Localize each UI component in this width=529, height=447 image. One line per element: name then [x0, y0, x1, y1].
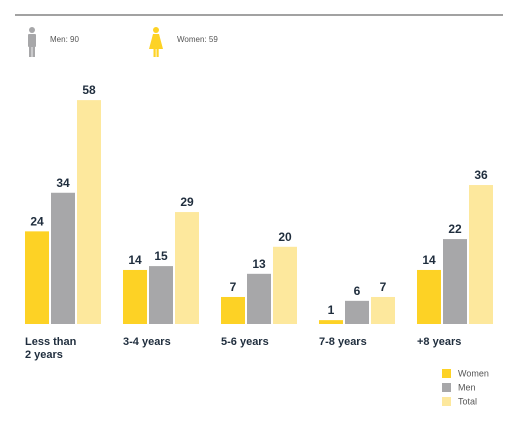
value-label: 24: [30, 214, 44, 228]
value-label: 1: [328, 303, 335, 317]
bar: [51, 192, 75, 324]
legend-label: Men: [458, 382, 476, 392]
value-label: 7: [380, 280, 387, 294]
value-label: 36: [474, 168, 488, 182]
bar: [417, 269, 441, 324]
value-label: 20: [278, 230, 292, 244]
value-label: 7: [230, 280, 237, 294]
women-count: Women: 59: [177, 35, 218, 44]
value-label: 14: [422, 253, 436, 267]
value-label: 22: [448, 222, 462, 236]
value-label: 34: [56, 176, 70, 190]
men-icon: [28, 27, 36, 57]
value-label: 29: [180, 195, 194, 209]
category-label: 3-4 years: [123, 336, 171, 348]
bar: [149, 266, 173, 324]
legend-swatch: [442, 369, 451, 378]
bar: [25, 231, 49, 324]
category-label: Less than 2 years: [25, 336, 77, 361]
bar: [123, 269, 147, 324]
category-label: +8 years: [417, 336, 462, 348]
bar: [319, 320, 343, 324]
bar: [175, 212, 199, 324]
bar: [77, 100, 101, 325]
category-label: 7-8 years: [319, 336, 367, 348]
legend-label: Women: [458, 368, 489, 378]
value-label: 13: [252, 257, 266, 271]
bar: [345, 300, 369, 324]
bar: [247, 273, 271, 324]
legend-swatch: [442, 383, 451, 392]
bar: [469, 185, 493, 324]
legend-label: Total: [458, 396, 477, 406]
category-label: 5-6 years: [221, 336, 269, 348]
bar: [273, 246, 297, 324]
value-label: 14: [128, 253, 142, 267]
women-icon: [149, 27, 163, 57]
bar: [443, 239, 467, 324]
value-label: 58: [82, 83, 96, 97]
men-count: Men: 90: [50, 35, 79, 44]
bar: [221, 296, 245, 324]
value-label: 15: [154, 249, 168, 263]
bar: [371, 296, 395, 324]
legend-swatch: [442, 397, 451, 406]
value-label: 6: [354, 284, 361, 298]
